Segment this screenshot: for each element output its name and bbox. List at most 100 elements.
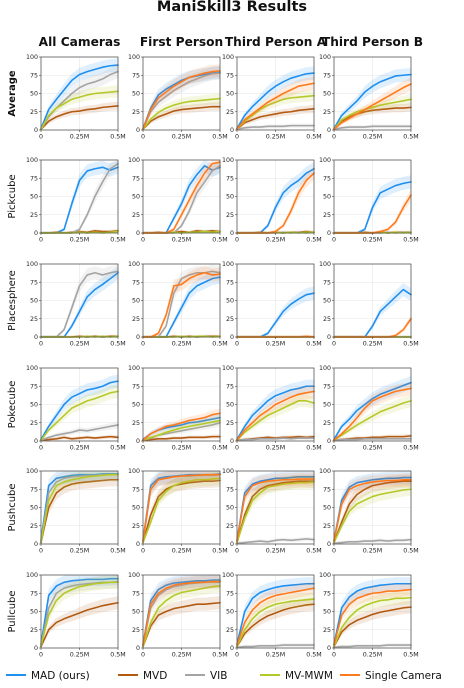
line-mvd xyxy=(333,606,412,648)
x-tick-label: 0.25M xyxy=(363,237,382,244)
panel-pullcube-all-cameras: 0 25 50 75 100 0 0.25M 0.5M xyxy=(26,572,126,658)
band-mvd xyxy=(334,600,411,648)
line-mvd xyxy=(40,435,119,442)
x-tick-label: 0.5M xyxy=(110,134,125,141)
y-tick-label: 100 xyxy=(222,261,234,268)
panel-pullcube-third-person-a: 0 25 50 75 100 0 0.25M 0.5M xyxy=(222,572,322,658)
line-vib xyxy=(333,644,412,649)
x-tick-label: 0.5M xyxy=(306,445,321,452)
y-tick-label: 75 xyxy=(30,279,38,286)
band-single-camera xyxy=(143,266,220,337)
y-tick-label: 0 xyxy=(34,230,38,237)
panel-pullcube-third-person-b: 0 25 50 75 100 0 0.25M 0.5M xyxy=(319,572,419,658)
band-single-camera xyxy=(334,381,411,441)
line-vib xyxy=(142,72,221,131)
y-tick-label: 25 xyxy=(30,420,38,427)
y-tick-label: 75 xyxy=(30,383,38,390)
panel-placesphere-all-cameras: 0 25 50 75 100 0 0.25M 0.5M xyxy=(26,261,126,347)
line-mvd xyxy=(142,479,221,544)
panel-pickcube-first-person: 0 25 50 75 100 0 0.25M 0.5M xyxy=(128,157,228,243)
band-single-camera xyxy=(237,581,314,647)
y-tick-label: 50 xyxy=(132,91,140,98)
panel-pickcube-third-person-b: 0 25 50 75 100 0 0.25M 0.5M xyxy=(319,157,419,243)
x-tick-label: 0.25M xyxy=(363,548,382,555)
y-tick-label: 100 xyxy=(26,157,38,164)
y-tick-label: 25 xyxy=(30,109,38,116)
y-tick-label: 100 xyxy=(26,261,38,268)
x-tick-label: 0 xyxy=(39,548,43,555)
x-tick-label: 0 xyxy=(235,237,239,244)
x-tick-label: 0.5M xyxy=(110,548,125,555)
x-tick-label: 0.25M xyxy=(70,134,89,141)
legend-item-mad-ours: MAD (ours) xyxy=(6,670,90,682)
band-mad-ours xyxy=(41,266,118,337)
y-tick-label: 50 xyxy=(30,505,38,512)
panel-average-third-person-b: 0 25 50 75 100 0 0.25M 0.5M xyxy=(319,54,419,140)
x-tick-label: 0 xyxy=(235,652,239,659)
line-single-camera xyxy=(236,478,315,542)
column-title-third-person-b: Third Person B xyxy=(322,35,423,49)
band-mad-ours xyxy=(237,286,314,337)
x-tick-label: 0.25M xyxy=(363,445,382,452)
x-tick-label: 0 xyxy=(235,548,239,555)
x-tick-label: 0.5M xyxy=(212,548,227,555)
y-tick-label: 75 xyxy=(30,72,38,79)
band-mad-ours xyxy=(334,175,411,233)
band-mv-mwm xyxy=(334,591,411,648)
x-tick-label: 0 xyxy=(39,652,43,659)
y-tick-label: 75 xyxy=(226,175,234,182)
band-single-camera xyxy=(334,583,411,647)
y-tick-label: 100 xyxy=(128,157,140,164)
band-mad-ours xyxy=(41,374,118,441)
band-single-camera xyxy=(143,408,220,441)
line-vib xyxy=(236,644,315,649)
x-tick-label: 0 xyxy=(332,548,336,555)
legend-label: MAD (ours) xyxy=(31,670,90,682)
band-mv-mwm xyxy=(237,90,314,130)
legend-item-mvd: MVD xyxy=(118,670,167,682)
line-mad-ours xyxy=(236,476,315,542)
x-tick-label: 0.25M xyxy=(363,134,382,141)
y-tick-label: 25 xyxy=(323,109,331,116)
x-tick-label: 0.25M xyxy=(266,445,285,452)
y-tick-label: 0 xyxy=(34,541,38,548)
band-vib xyxy=(143,575,220,648)
x-tick-label: 0.25M xyxy=(266,134,285,141)
y-tick-label: 50 xyxy=(226,298,234,305)
y-tick-label: 25 xyxy=(323,420,331,427)
y-tick-label: 50 xyxy=(323,402,331,409)
line-mv-mwm xyxy=(333,596,412,648)
line-mvd xyxy=(236,480,315,544)
band-mvd xyxy=(143,596,220,648)
y-tick-label: 75 xyxy=(132,279,140,286)
y-tick-label: 100 xyxy=(222,54,234,61)
y-tick-label: 25 xyxy=(132,627,140,634)
x-tick-label: 0.25M xyxy=(266,341,285,348)
line-vib xyxy=(236,124,315,131)
band-mv-mwm xyxy=(334,482,411,544)
y-tick-label: 50 xyxy=(30,298,38,305)
band-single-camera xyxy=(237,76,314,130)
line-single-camera xyxy=(142,271,221,338)
y-tick-label: 25 xyxy=(132,523,140,530)
column-title-third-person-a: Third Person A xyxy=(225,35,327,49)
x-tick-label: 0.5M xyxy=(403,341,418,348)
legend-label: Single Camera xyxy=(365,670,442,682)
panel-placesphere-third-person-a: 0 25 50 75 100 0 0.25M 0.5M xyxy=(222,261,322,347)
panel-placesphere-third-person-b: 0 25 50 75 100 0 0.25M 0.5M xyxy=(319,261,419,347)
line-mv-mwm xyxy=(142,477,221,544)
panel-average-first-person: 0 25 50 75 100 0 0.25M 0.5M xyxy=(128,54,228,140)
y-tick-label: 25 xyxy=(132,316,140,323)
band-mad-ours xyxy=(334,471,411,543)
band-mad-ours xyxy=(237,162,314,233)
x-tick-label: 0 xyxy=(39,341,43,348)
panel-pushcube-first-person: 0 25 50 75 100 0 0.25M 0.5M xyxy=(128,468,228,554)
y-tick-label: 0 xyxy=(136,438,140,445)
band-mv-mwm xyxy=(143,93,220,130)
y-tick-label: 0 xyxy=(230,127,234,134)
line-mv-mwm xyxy=(142,97,221,131)
line-mv-mwm xyxy=(333,98,412,131)
y-tick-label: 75 xyxy=(323,175,331,182)
y-tick-label: 100 xyxy=(26,572,38,579)
panel-pullcube-first-person: 0 25 50 75 100 0 0.25M 0.5M xyxy=(128,572,228,658)
